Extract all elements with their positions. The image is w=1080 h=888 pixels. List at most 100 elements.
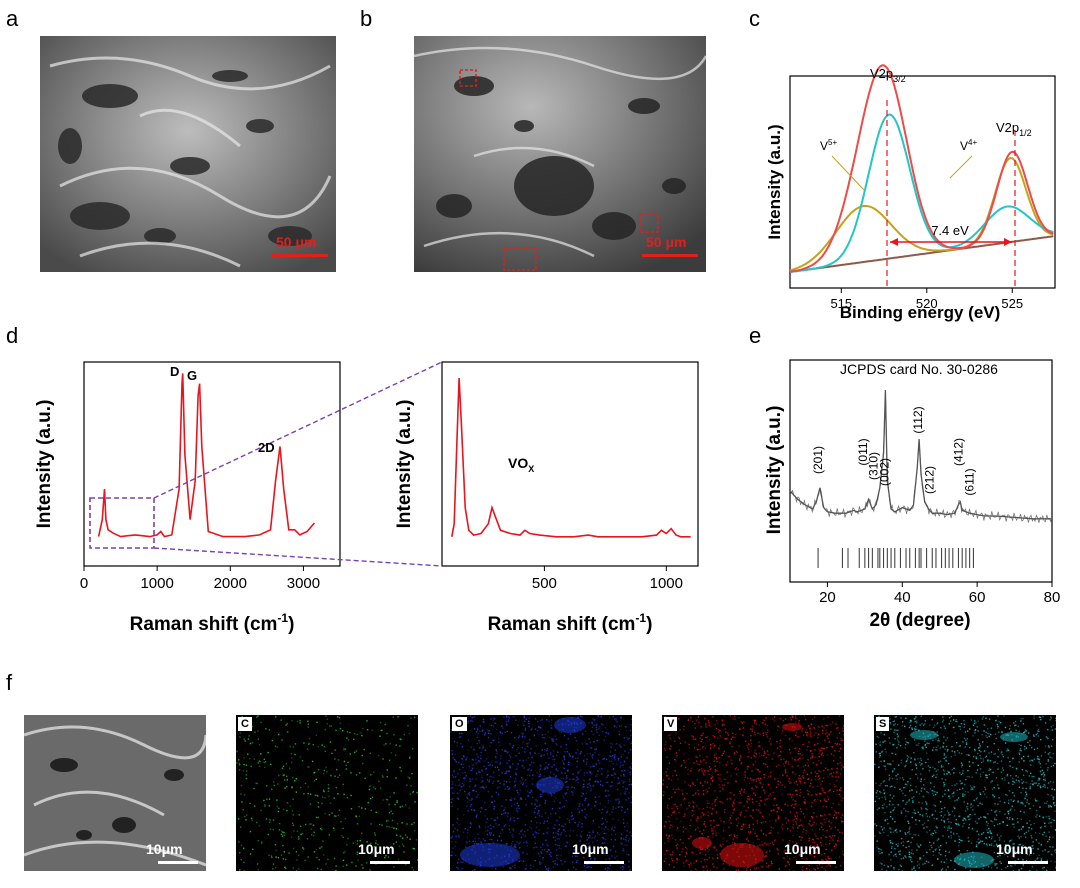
xrd-peak-label: (212) xyxy=(923,466,937,494)
raman-full-xtick-label: 3000 xyxy=(287,575,320,592)
xps-xlabel: Binding energy (eV) xyxy=(840,303,1001,322)
xrd-peak-label: (011) xyxy=(856,438,870,465)
xps-ylabel: Intensity (a.u.) xyxy=(765,124,784,239)
eds-map-o: O 10μm xyxy=(450,715,632,871)
eds-map-texture xyxy=(874,715,1056,871)
eds-map-sem: 10μm xyxy=(24,715,206,871)
eds-scale-bar xyxy=(796,861,836,864)
sem-texture-a xyxy=(40,36,336,272)
raman-zoom-xtick-label: 500 xyxy=(532,575,557,592)
sem-texture-b xyxy=(414,36,706,272)
raman-zoom-xtick-label: 1000 xyxy=(650,575,683,592)
v5-pointer xyxy=(831,155,865,191)
xps-chart: 515 520 525 7.4 eV V2p3/2 V2p1/2 V5+ V4+ B… xyxy=(765,64,1056,322)
raman-full-series-line xyxy=(97,373,316,538)
v2p32-label: V2p3/2 xyxy=(870,66,906,84)
xrd-peak-label: (611) xyxy=(963,468,977,495)
xrd-noise-line xyxy=(789,396,1053,523)
eds-element-tag: C xyxy=(238,717,252,731)
eds-map-texture xyxy=(662,715,844,871)
split-arrow-left xyxy=(890,238,898,246)
scale-bar-b xyxy=(642,254,698,257)
raman-chart: 0 1000 2000 3000 500 1000 D G 2D VOX Raman s… xyxy=(34,361,699,635)
eds-scale-label: 10μm xyxy=(784,841,821,857)
raman-full-xlabel: Raman shift (cm-1) xyxy=(130,611,295,635)
panel-label-b: b xyxy=(360,6,373,31)
zoom-line-top xyxy=(153,361,443,499)
eds-scale-bar xyxy=(158,861,198,864)
raman-zoom-xlabel: Raman shift (cm-1) xyxy=(488,611,653,635)
sem-image-b: 50 μm xyxy=(414,36,706,272)
sem-image-a: 50 μm xyxy=(40,36,336,272)
scale-label-a: 50 μm xyxy=(276,234,317,250)
xrd-peak-label: (112) xyxy=(911,406,925,433)
eds-scale-label: 10μm xyxy=(146,841,183,857)
eds-element-tag: O xyxy=(452,717,467,731)
eds-map-texture xyxy=(450,715,632,871)
xrd-ylabel: Intensity (a.u.) xyxy=(764,406,785,535)
eds-scale-label: 10μm xyxy=(572,841,609,857)
panel-label-e: e xyxy=(749,323,762,348)
eds-scale-bar xyxy=(370,861,410,864)
split-label: 7.4 eV xyxy=(931,223,969,238)
eds-element-tag: V xyxy=(664,717,678,731)
eds-scale-bar xyxy=(584,861,624,864)
zoom-region-box xyxy=(89,497,155,549)
v2p12-label: V2p1/2 xyxy=(996,120,1032,138)
panel-label-a: a xyxy=(6,6,19,31)
xps-series-v5- xyxy=(789,113,1054,273)
v5-label: V5+ xyxy=(820,138,837,153)
zoom-box-2 xyxy=(639,213,659,233)
eds-map-c: C 10μm xyxy=(236,715,418,871)
xrd-peak-label: (412) xyxy=(951,438,965,466)
xrd-xlabel: 2θ (degree) xyxy=(869,610,970,631)
xps-xtick-label: 525 xyxy=(1001,296,1023,311)
xrd-frame xyxy=(789,359,1053,583)
panel-label-f: f xyxy=(6,670,13,695)
vox-label: VOX xyxy=(508,455,534,474)
raman-full-ylabel: Intensity (a.u.) xyxy=(34,400,55,529)
zoom-box-3 xyxy=(503,247,537,271)
raman-peak-D: D xyxy=(170,364,179,379)
raman-zoom-ylabel: Intensity (a.u.) xyxy=(394,400,415,529)
eds-map-v: V 10μm xyxy=(662,715,844,871)
v4-label: V4+ xyxy=(960,138,977,153)
eds-scale-label: 10μm xyxy=(996,841,1033,857)
raman-peak-G: G xyxy=(187,368,197,383)
raman-full-frame xyxy=(83,361,341,567)
xrd-xtick-label: 60 xyxy=(969,589,986,606)
scale-label-b: 50 μm xyxy=(646,234,687,250)
split-arrow-right xyxy=(1004,238,1012,246)
eds-map-s: S 10μm xyxy=(874,715,1056,871)
raman-zoom-series-line xyxy=(451,377,691,538)
xrd-peak-label: (310) xyxy=(866,452,880,480)
zoom-line-bottom xyxy=(153,547,443,567)
eds-scale-bar xyxy=(1008,861,1048,864)
xps-xtick-label: 515 xyxy=(830,296,852,311)
xps-xtick-label: 520 xyxy=(916,296,938,311)
xrd-peak-label: (002) xyxy=(878,458,892,486)
xrd-xtick-label: 40 xyxy=(894,589,911,606)
raman-peak-2D: 2D xyxy=(258,440,275,455)
eds-scale-label: 10μm xyxy=(358,841,395,857)
raman-full-xtick-label: 2000 xyxy=(214,575,247,592)
xps-frame xyxy=(789,75,1056,289)
raman-zoom-frame xyxy=(441,361,699,567)
v4-pointer xyxy=(949,155,973,179)
eds-map-texture xyxy=(236,715,418,871)
xrd-series-line xyxy=(789,389,1052,520)
xrd-title: JCPDS card No. 30-0286 xyxy=(840,361,998,377)
xps-series-envelope xyxy=(789,64,1054,273)
xrd-xtick-label: 80 xyxy=(1044,589,1061,606)
xrd-peak-label: (201) xyxy=(811,446,825,474)
zoom-box-1 xyxy=(459,69,477,87)
raman-full-xtick-label: 1000 xyxy=(140,575,173,592)
raman-full-xtick-label: 0 xyxy=(80,575,88,592)
eds-element-tag: S xyxy=(876,717,890,731)
eds-map-texture xyxy=(24,715,206,871)
xrd-chart: JCPDS card No. 30-0286 (201) (011)(310)(0… xyxy=(764,359,1061,631)
panel-label-c: c xyxy=(749,6,760,31)
xrd-xtick-label: 20 xyxy=(819,589,836,606)
panel-label-d: d xyxy=(6,323,19,348)
scale-bar-a xyxy=(272,254,328,257)
